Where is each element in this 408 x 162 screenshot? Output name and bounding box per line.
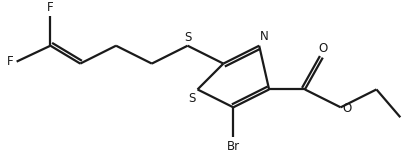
Text: O: O: [319, 42, 328, 55]
Text: F: F: [47, 1, 54, 14]
Text: Br: Br: [227, 140, 240, 153]
Text: S: S: [188, 92, 195, 105]
Text: F: F: [7, 55, 13, 68]
Text: O: O: [343, 102, 352, 115]
Text: N: N: [260, 30, 269, 43]
Text: S: S: [184, 31, 192, 44]
